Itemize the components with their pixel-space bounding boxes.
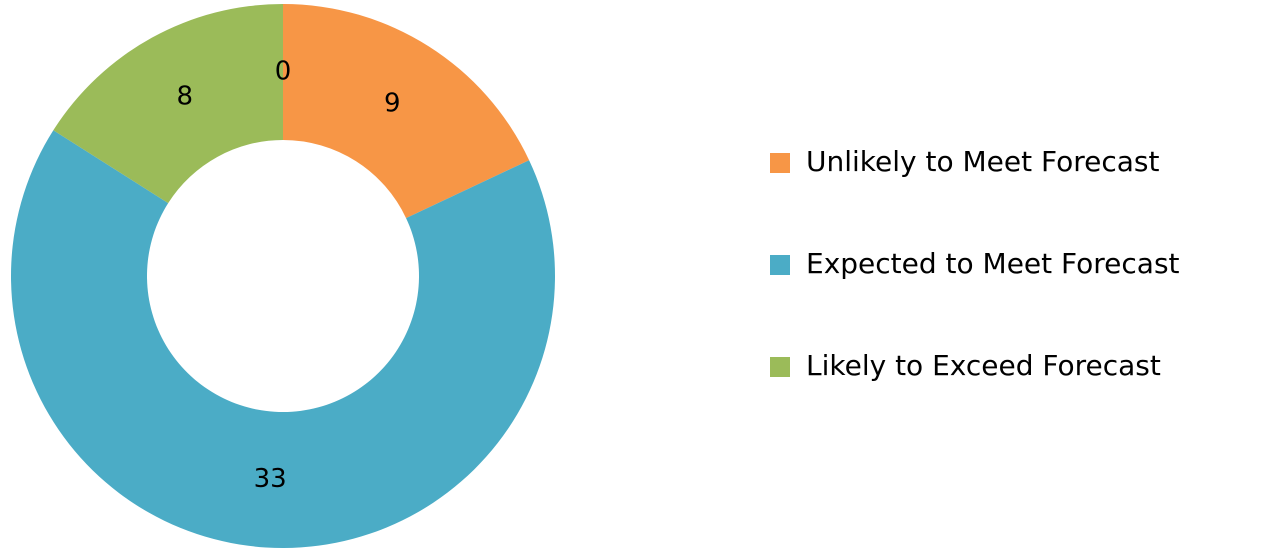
legend-label: Unlikely to Meet Forecast <box>806 145 1159 178</box>
donut-slice <box>53 4 283 204</box>
data-label: 8 <box>176 82 193 112</box>
data-label: 9 <box>384 88 401 118</box>
data-label: 0 <box>275 57 292 87</box>
legend-swatch <box>770 357 790 377</box>
legend-label: Expected to Meet Forecast <box>806 247 1180 280</box>
donut-slice <box>11 130 556 548</box>
data-label: 33 <box>254 464 287 494</box>
donut-slice <box>283 4 530 219</box>
legend-swatch <box>770 255 790 275</box>
legend-swatch <box>770 153 790 173</box>
legend-label: Likely to Exceed Forecast <box>806 349 1161 382</box>
